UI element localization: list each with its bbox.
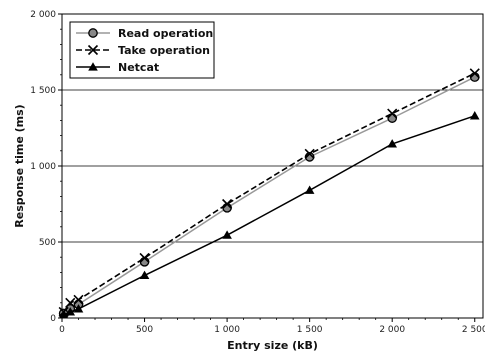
legend-entry-1: Take operation	[76, 44, 210, 57]
legend-entry-0: Read operation	[76, 27, 213, 40]
series-2	[58, 111, 480, 319]
x-axis-label: Entry size (kB)	[227, 339, 318, 352]
y-tick-label: 1 000	[30, 162, 56, 172]
data-point-x	[304, 148, 315, 159]
data-point-triangle	[387, 139, 397, 148]
data-point-x	[73, 294, 84, 305]
data-point-x	[222, 198, 233, 210]
data-point-x	[87, 44, 99, 56]
x-tick-label: 0	[59, 325, 65, 335]
data-point-triangle	[222, 230, 232, 239]
y-tick-label: 2 000	[30, 10, 56, 20]
series-line	[63, 115, 475, 316]
data-point-triangle	[58, 310, 69, 319]
x-tick-label: 2 000	[379, 325, 405, 335]
data-point-x	[139, 252, 150, 264]
x-tick-label: 1 500	[297, 325, 323, 335]
legend-label: Read operation	[118, 27, 213, 40]
series-line	[63, 72, 476, 313]
data-point-triangle	[139, 270, 150, 280]
data-point-x	[65, 297, 76, 308]
data-point-x	[387, 108, 398, 119]
y-tick-label: 500	[39, 238, 56, 248]
y-axis-label: Response time (ms)	[13, 104, 26, 227]
y-tick-label: 0	[50, 314, 56, 324]
data-point-triangle	[304, 185, 315, 194]
legend-label: Take operation	[118, 44, 210, 57]
x-tick-label: 2 500	[462, 325, 485, 335]
x-tick-label: 500	[136, 325, 153, 335]
y-tick-label: 1 500	[30, 86, 56, 96]
data-point-triangle	[88, 62, 98, 71]
series-0	[58, 72, 480, 319]
series-group	[58, 68, 480, 319]
data-point-triangle	[469, 111, 480, 120]
data-point-triangle	[65, 307, 76, 316]
data-point-x	[469, 68, 480, 79]
data-point-triangle	[73, 304, 84, 313]
series-1	[58, 68, 480, 317]
legend-label: Netcat	[118, 61, 159, 74]
x-tick-label: 1 000	[214, 325, 240, 335]
axis-ticks: 0 500 1 000 1 500 2 000 0 500 1 000 1 500 2 000 2 …	[30, 10, 485, 335]
legend: Read operation Take operation Netcat	[69, 21, 215, 79]
series-line	[63, 76, 476, 315]
data-point-circle	[88, 28, 98, 38]
legend-entry-2: Netcat	[76, 61, 159, 74]
